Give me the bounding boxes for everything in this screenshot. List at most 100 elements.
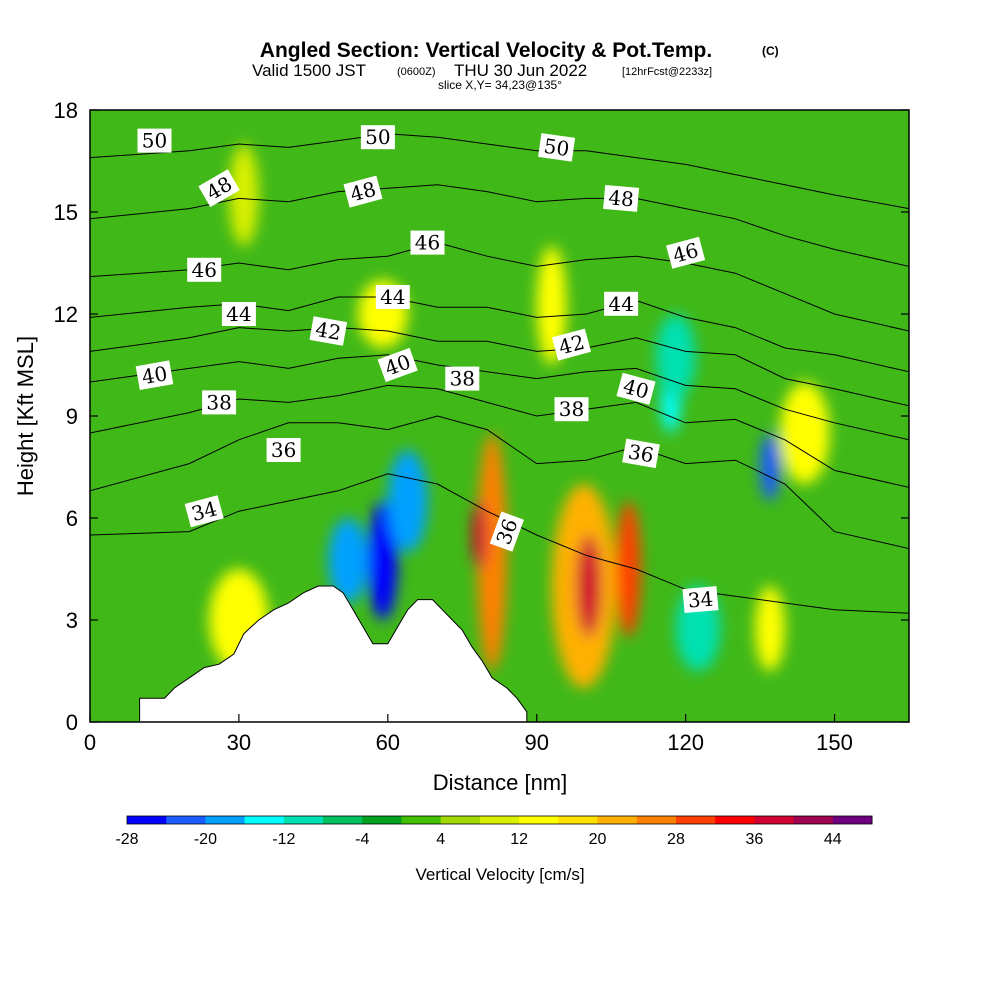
contour-label-bg (202, 390, 237, 415)
contour-label-bg (266, 438, 301, 462)
contour-label-text: 42 (314, 317, 343, 345)
contour-label-bg (616, 372, 656, 405)
contour-label-2: 50 (538, 133, 576, 162)
valid-time-prefix: Valid 1500 JST (252, 61, 366, 80)
colorbar-swatch-7 (401, 816, 442, 824)
contour-label-bg (538, 133, 576, 162)
isentrope-44 (90, 296, 909, 373)
colorbar-swatch-12 (597, 816, 638, 824)
contour-label-text: 34 (687, 587, 714, 613)
x-tick-label: 150 (816, 730, 853, 755)
x-axis-title: Distance [nm] (433, 770, 568, 795)
velocity-cell-9 (328, 518, 368, 603)
contour-label-text: 40 (140, 361, 169, 389)
contour-label-1: 50 (360, 125, 395, 150)
y-tick-label: 0 (66, 710, 78, 735)
chart-title-block: Angled Section: Vertical Velocity & Pot.… (252, 39, 779, 92)
contour-label-0: 50 (137, 128, 172, 153)
y-tick-label: 6 (66, 506, 78, 531)
colorbar-tick-label: -4 (355, 831, 369, 848)
isentrope-40 (90, 354, 909, 441)
x-tick-label: 120 (667, 730, 704, 755)
contour-label-bg (551, 328, 592, 361)
contour-label-7: 46 (410, 230, 445, 255)
x-tick-label: 0 (84, 730, 96, 755)
velocity-cell-15 (536, 246, 567, 365)
x-tick-label: 60 (376, 730, 400, 755)
contour-label-9: 44 (221, 302, 256, 326)
colorbar-swatch-4 (283, 816, 324, 824)
utc-time: (0600Z) (397, 66, 436, 78)
isentrope-36 (90, 415, 909, 550)
colorbar-swatch-8 (440, 816, 481, 824)
colorbar-swatch-0 (127, 816, 167, 824)
chart-title: Angled Section: Vertical Velocity & Pot.… (260, 39, 712, 62)
colorbar-title: Vertical Velocity [cm/s] (415, 865, 584, 884)
contour-label-4: 48 (343, 175, 383, 208)
contour-label-11: 44 (604, 291, 639, 316)
contour-label-bg (187, 257, 222, 282)
colorbar: -28 -20 -12 -4 4 12 20 28 36 44 (115, 815, 873, 848)
isentrope-lines (90, 133, 909, 614)
contour-label-bg (360, 125, 395, 150)
colorbar-tick-label: -28 (115, 831, 138, 848)
colorbar-swatch-3 (244, 816, 285, 824)
colorbar-tick-label: 44 (824, 831, 842, 848)
colorbar-swatch-5 (323, 816, 363, 824)
contour-label-20: 36 (266, 438, 301, 462)
colorbar-tick-label: 12 (510, 831, 528, 848)
isentrope-38 (90, 384, 909, 488)
contour-label-13: 42 (551, 328, 592, 361)
colorbar-swatch-10 (519, 816, 559, 824)
contour-label-6: 46 (187, 257, 222, 282)
forecast-info: [12hrFcst@2233z] (622, 66, 712, 78)
contour-label-10: 44 (375, 285, 410, 309)
colorbar-tick-label: 4 (436, 831, 445, 848)
contour-label-bg (137, 128, 172, 153)
contour-label-text: 38 (559, 397, 584, 421)
colorbar-swatch-9 (479, 816, 520, 824)
x-tick-label: 30 (227, 730, 251, 755)
colorbar-tick-label: 36 (745, 831, 763, 848)
slice-info: slice X,Y= 34,23@135° (438, 78, 562, 92)
contour-label-24: 34 (682, 586, 719, 614)
contour-label-text: 38 (450, 367, 475, 391)
y-tick-label: 15 (54, 200, 78, 225)
contour-label-bg (221, 302, 256, 326)
y-tick-label: 9 (66, 404, 78, 429)
y-axis-title: Height [Kft MSL] (13, 336, 38, 496)
velocity-cell-3 (472, 501, 488, 569)
valid-date: THU 30 Jun 2022 (454, 61, 587, 80)
contour-label-bg (184, 495, 224, 528)
colorbar-swatch-2 (205, 816, 246, 824)
colorbar-swatch-17 (793, 816, 834, 824)
velocity-cell-8 (387, 450, 428, 552)
x-tick-label: 90 (524, 730, 548, 755)
contour-label-text: 36 (271, 438, 296, 462)
contour-label-bg (410, 230, 445, 255)
contour-label-bg (343, 175, 383, 208)
isentrope-46 (90, 242, 909, 332)
velocity-cell-17 (655, 314, 696, 399)
velocity-cell-2 (477, 433, 507, 671)
contour-label-text: 38 (206, 390, 231, 414)
contour-label-bg (309, 316, 348, 346)
contour-label-23: 34 (184, 495, 224, 528)
velocity-cell-12 (779, 382, 830, 484)
colorbar-swatch-14 (675, 816, 716, 824)
contour-label-bg (375, 285, 410, 309)
velocity-cell-7 (367, 501, 398, 620)
contour-label-8: 46 (666, 236, 706, 269)
contour-label-bg (135, 360, 174, 390)
colorbar-tick-label: 20 (589, 831, 607, 848)
contour-label-5: 48 (603, 184, 640, 212)
y-tick-label: 3 (66, 608, 78, 633)
contour-label-17: 38 (202, 390, 237, 415)
velocity-cell-5 (576, 535, 602, 637)
contour-label-bg (666, 236, 706, 269)
colorbar-swatch-18 (832, 816, 873, 824)
contour-label-text: 50 (365, 125, 390, 149)
colorbar-swatch-16 (754, 816, 795, 824)
